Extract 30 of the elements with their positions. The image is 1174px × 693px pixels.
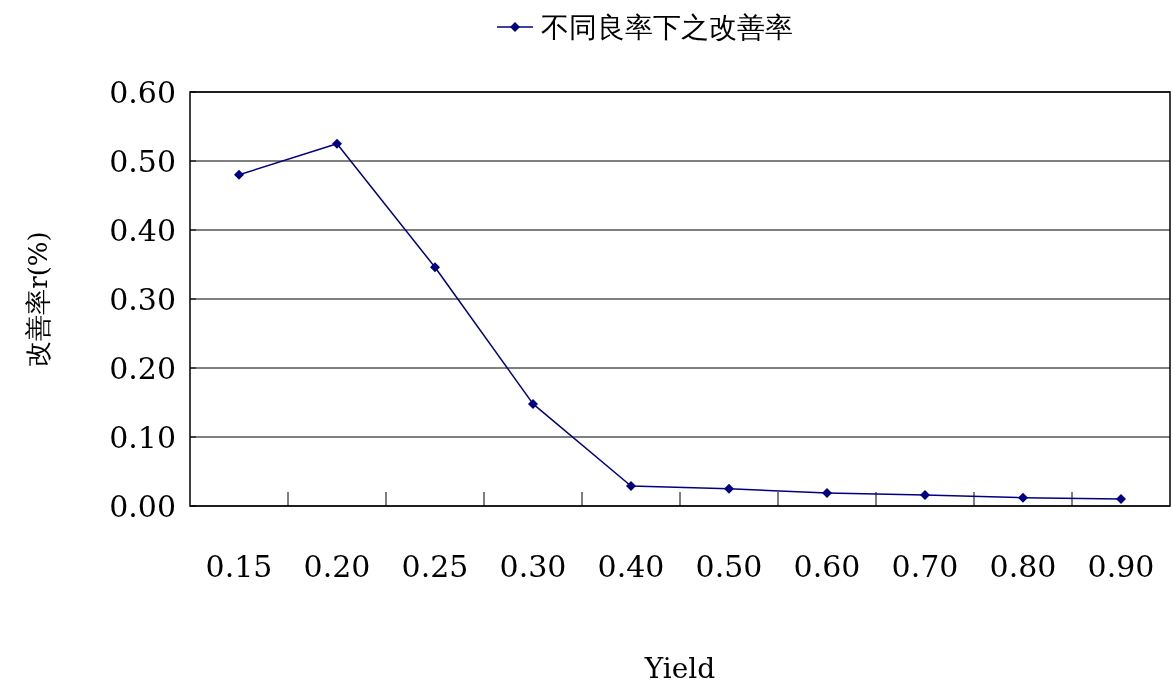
x-axis-title: Yield (643, 652, 716, 685)
point (1116, 494, 1126, 505)
point (430, 262, 440, 273)
x-tick-label: 0.60 (793, 548, 861, 584)
legend-label: 不同良率下之改善率 (541, 10, 793, 44)
y-tick-label: 0.00 (109, 488, 176, 524)
point (1018, 492, 1028, 503)
point (332, 138, 342, 149)
x-tick-label: 0.90 (1087, 548, 1155, 584)
point (822, 487, 832, 498)
point (626, 480, 636, 491)
x-tick-label: 0.80 (989, 548, 1057, 584)
y-tick-label: 0.10 (109, 419, 176, 455)
point (234, 169, 244, 180)
y-tick-label: 0.20 (109, 350, 176, 386)
x-tick-label: 0.30 (499, 548, 567, 584)
x-tick-label: 0.20 (303, 548, 371, 584)
y-tick-label: 0.40 (109, 212, 176, 248)
y-axis-title: 改善率r(%) (23, 231, 53, 367)
y-tick-label: 0.30 (109, 281, 176, 317)
point (920, 489, 930, 500)
point (528, 398, 538, 409)
x-tick-label: 0.40 (597, 548, 665, 584)
x-tick-label: 0.25 (401, 548, 469, 584)
x-tick-label: 0.70 (891, 548, 959, 584)
x-tick-label: 0.15 (205, 548, 273, 584)
y-tick-label: 0.60 (109, 74, 176, 110)
y-tick-label: 0.50 (109, 143, 176, 179)
x-tick-label: 0.50 (695, 548, 763, 584)
point (724, 483, 734, 494)
